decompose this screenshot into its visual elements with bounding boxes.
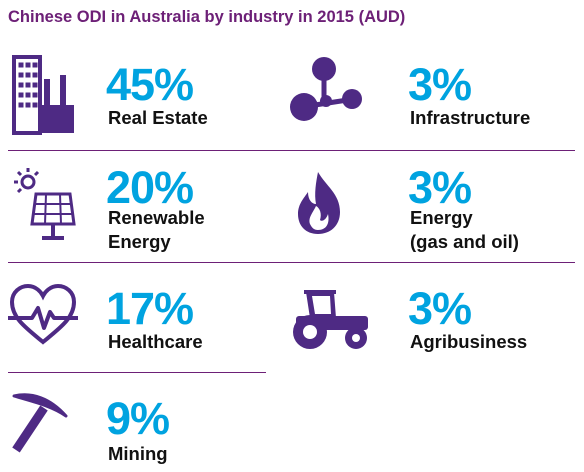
flame-icon [298, 172, 340, 234]
heart-icon [8, 283, 78, 345]
molecule-icon [290, 57, 362, 121]
tractor-icon [293, 290, 368, 349]
percent: 3% [408, 162, 472, 213]
label: Real Estate [108, 107, 208, 128]
label: Infrastructure [410, 107, 531, 128]
divider [8, 372, 266, 373]
divider [8, 150, 575, 151]
label: Renewable Energy [108, 207, 205, 252]
pickaxe-icon [12, 393, 68, 453]
percent: 20% [106, 162, 194, 213]
solar-icon [14, 168, 76, 240]
label: Agribusiness [410, 331, 528, 352]
percent: 45% [106, 59, 194, 110]
percent: 17% [106, 283, 194, 334]
title: Chinese ODI in Australia by industry in … [8, 8, 406, 26]
label: Healthcare [108, 331, 203, 352]
percent: 3% [408, 59, 472, 110]
label: Energy (gas and oil) [410, 207, 519, 252]
percent: 3% [408, 283, 472, 334]
percent: 9% [106, 393, 170, 444]
buildings-icon [12, 55, 74, 135]
label: Mining [108, 443, 168, 464]
divider [8, 262, 575, 263]
